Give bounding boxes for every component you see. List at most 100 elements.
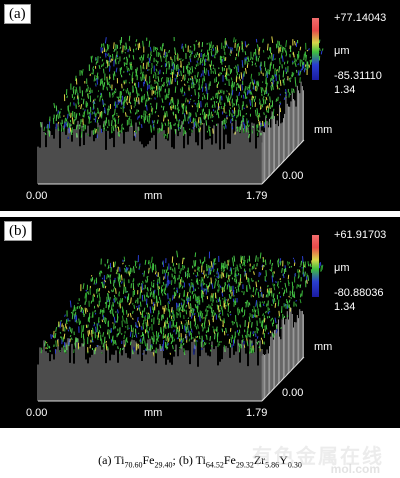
surface-speckle [203, 341, 206, 347]
surface-speckle [223, 45, 225, 51]
surface-speckle [108, 297, 111, 303]
surface-speckle [94, 83, 97, 85]
surface-speckle [122, 347, 124, 351]
surface-speckle [189, 67, 192, 71]
surface-speckle [281, 317, 284, 320]
surface-speckle [200, 49, 203, 52]
surface-speckle [119, 348, 122, 354]
scale-min: -80.88036 [334, 287, 384, 299]
surface-speckle [125, 98, 127, 102]
surface-speckle [68, 338, 70, 346]
surface-speckle [229, 311, 232, 314]
surface-speckle [320, 265, 323, 272]
surface-speckle [95, 326, 97, 333]
surface-speckle [245, 272, 248, 280]
surface-speckle [245, 334, 247, 338]
surface-speckle [146, 287, 149, 291]
surface-speckle [265, 96, 268, 101]
surface-speckle [78, 124, 81, 127]
surface-speckle [80, 128, 83, 130]
surface-speckle [279, 101, 281, 104]
surface-speckle [160, 85, 163, 92]
surface-speckle [270, 78, 272, 82]
surface-speckle [181, 59, 184, 62]
surface-speckle [272, 83, 274, 90]
caption-b-y: Y [279, 453, 288, 467]
surface-speckle [299, 72, 301, 75]
surface-speckle [110, 304, 113, 311]
surface-speckle [82, 335, 85, 339]
surface-speckle [113, 101, 116, 107]
surface-speckle [283, 289, 286, 294]
surface-speckle [199, 117, 202, 124]
surface-speckle [266, 43, 269, 51]
surface-speckle [123, 45, 126, 51]
surface-speckle [243, 344, 246, 348]
surface-speckle [306, 49, 309, 52]
surface-speckle [188, 330, 190, 337]
surface-speckle [142, 54, 145, 61]
surface-speckle [126, 267, 129, 271]
surface-speckle [148, 81, 151, 84]
surface-speckle [206, 305, 209, 308]
surface-speckle [195, 274, 197, 278]
surface-speckle [195, 53, 198, 58]
surface-speckle [113, 48, 116, 53]
surface-speckle [254, 289, 257, 296]
surface-speckle [224, 124, 227, 129]
surface-speckle [165, 61, 168, 67]
surface-speckle [43, 126, 46, 132]
surface-speckle [185, 304, 188, 308]
surface-speckle [279, 260, 282, 266]
surface-speckle [112, 95, 114, 98]
surface-speckle [264, 325, 266, 332]
surface-speckle [249, 331, 252, 338]
surface-speckle [197, 116, 200, 124]
surface-speckle [285, 88, 287, 96]
surface-speckle [219, 89, 222, 94]
surface-speckle [182, 337, 184, 343]
surface-speckle [58, 112, 61, 119]
surface-speckle [94, 112, 96, 118]
surface-speckle [129, 109, 132, 114]
surface-speckle [226, 97, 229, 103]
surface-speckle [117, 118, 120, 125]
surface-speckle [169, 106, 172, 111]
surface-speckle [271, 74, 273, 81]
surface-speckle [125, 62, 127, 65]
surface-speckle [236, 83, 238, 86]
surface-speckle [143, 307, 146, 313]
surface-speckle [189, 303, 192, 311]
surface-speckle [119, 46, 122, 49]
color-scale-bar [312, 235, 319, 297]
surface-speckle [160, 65, 163, 68]
surface-speckle [90, 300, 93, 304]
surface-speckle [247, 277, 249, 280]
surface-speckle [163, 133, 165, 138]
surface-speckle [257, 328, 260, 331]
surface-speckle [209, 336, 211, 341]
surface-speckle [286, 300, 289, 308]
surface-speckle [278, 65, 281, 73]
surface-speckle [80, 104, 83, 110]
surface-speckle [198, 300, 200, 303]
surface-speckle [192, 310, 194, 315]
surface-speckle [125, 89, 128, 94]
surface-speckle [221, 265, 223, 272]
surface-speckle [114, 119, 117, 127]
surface-speckle [288, 92, 291, 98]
surface-speckle [225, 272, 228, 278]
surface-speckle [223, 303, 226, 310]
surface-speckle [113, 90, 116, 95]
surface-speckle [145, 74, 147, 82]
surface-speckle [252, 294, 255, 298]
surface-speckle [109, 309, 112, 313]
surface-speckle [155, 68, 158, 72]
surface-speckle [146, 91, 149, 97]
surface-speckle [91, 111, 94, 115]
surface-speckle [238, 308, 241, 314]
surface-speckle [164, 133, 167, 137]
surface-speckle [267, 332, 270, 335]
surface-speckle [101, 281, 104, 288]
surface-speckle [144, 259, 147, 265]
